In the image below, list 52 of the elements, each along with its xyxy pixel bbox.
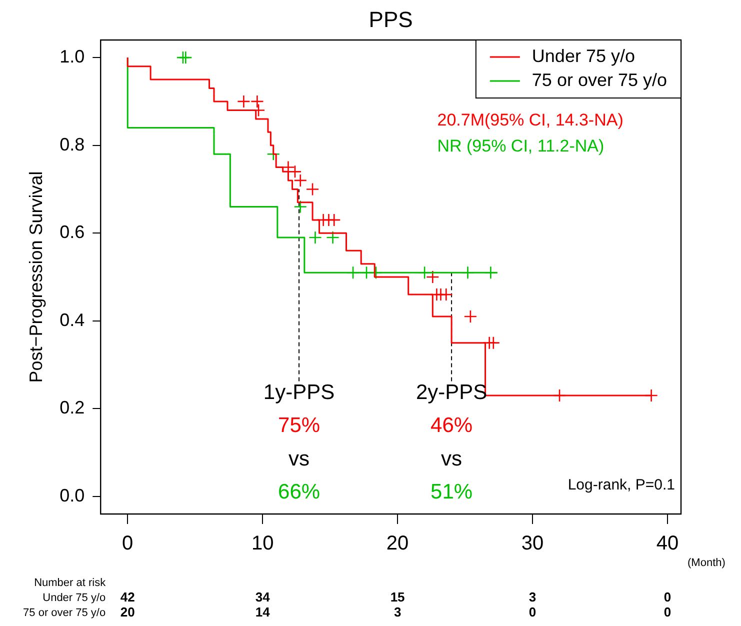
text: 3 bbox=[394, 604, 402, 620]
x-tick-label: 10 bbox=[251, 532, 274, 555]
point bbox=[486, 336, 500, 350]
x-tick-label: 0 bbox=[122, 532, 134, 555]
point bbox=[426, 270, 440, 284]
annotation: Log-rank, P=0.1 bbox=[568, 476, 675, 494]
y-tick-label: 0.8 bbox=[60, 134, 85, 154]
text: 0 bbox=[528, 604, 536, 620]
y-tick-label: 0.0 bbox=[60, 485, 85, 506]
text: Number at risk bbox=[34, 577, 106, 590]
y-tick-label: 0.6 bbox=[60, 222, 85, 242]
x-tick-label: 40 bbox=[656, 532, 679, 555]
point bbox=[308, 230, 322, 244]
point bbox=[237, 94, 250, 108]
text: 15 bbox=[390, 590, 405, 605]
annotation: 66% bbox=[278, 480, 320, 504]
text: Under 75 y/o bbox=[42, 592, 106, 604]
text: 14 bbox=[255, 604, 271, 620]
point bbox=[179, 50, 192, 64]
annotation: 1y-PPS bbox=[263, 380, 335, 404]
point bbox=[440, 288, 453, 302]
annotation: vs bbox=[441, 447, 462, 470]
chart-title: PPS bbox=[368, 7, 413, 32]
point bbox=[464, 310, 478, 324]
y-tick-label: 1.0 bbox=[60, 46, 85, 67]
point bbox=[294, 200, 308, 214]
annotation: 46% bbox=[430, 414, 473, 438]
annotation: 51% bbox=[430, 480, 473, 504]
text: 20 bbox=[120, 604, 135, 620]
annotation: 75% bbox=[278, 414, 320, 438]
x-tick-label: 30 bbox=[521, 532, 544, 555]
point bbox=[250, 94, 264, 108]
annotation: 20.7M(95% CI, 14.3-NA) bbox=[437, 110, 624, 130]
point bbox=[326, 230, 340, 244]
annotation: NR (95% CI, 11.2-NA) bbox=[437, 136, 604, 156]
text: 42 bbox=[120, 590, 135, 605]
text: 34 bbox=[255, 590, 271, 605]
text: 0 bbox=[664, 604, 672, 620]
text: 75 or over 75 y/o bbox=[23, 607, 106, 620]
point bbox=[306, 182, 320, 196]
y-axis-title: Post−Progression Survival bbox=[26, 171, 46, 383]
annotation: vs bbox=[288, 447, 310, 470]
annotation: 2y-PPS bbox=[416, 380, 488, 404]
legend-label: 75 or over 75 y/o bbox=[532, 70, 668, 90]
text: 0 bbox=[664, 590, 672, 605]
y-tick-label: 0.4 bbox=[60, 310, 85, 330]
y-tick-label: 0.2 bbox=[60, 398, 85, 418]
point bbox=[327, 213, 341, 227]
x-tick-label: 20 bbox=[386, 532, 409, 555]
text: (Month) bbox=[688, 557, 726, 570]
text: 3 bbox=[528, 590, 536, 605]
legend-label: Under 75 y/o bbox=[532, 46, 635, 66]
